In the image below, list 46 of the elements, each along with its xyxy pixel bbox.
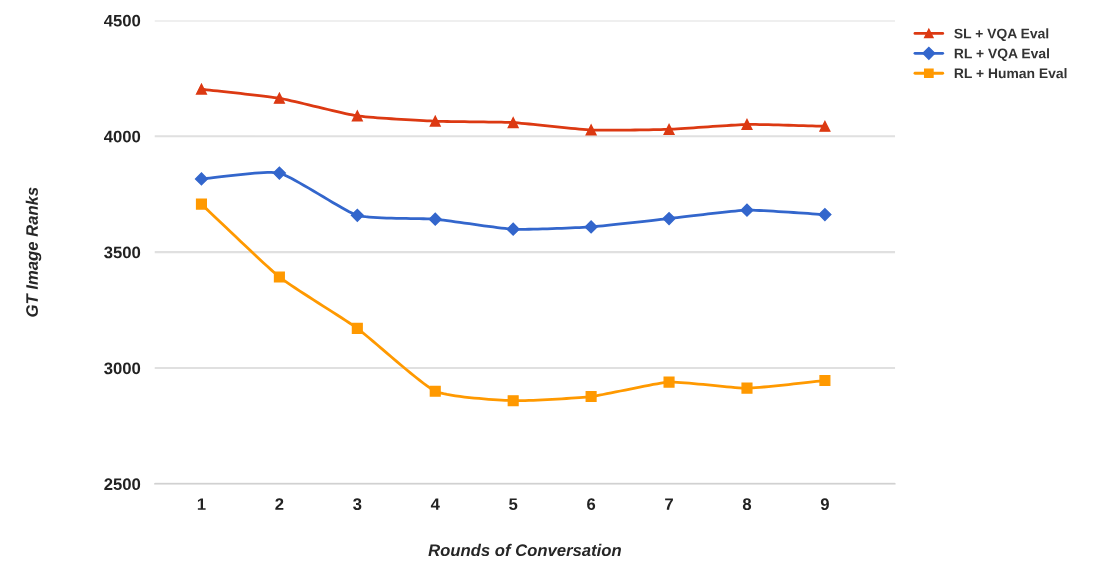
point bbox=[584, 220, 598, 234]
point bbox=[429, 115, 441, 127]
x-tick-label: 2 bbox=[275, 498, 284, 510]
x-tick-label: 3 bbox=[353, 498, 362, 511]
point bbox=[350, 208, 364, 222]
x-tick-label: 9 bbox=[820, 498, 829, 511]
point bbox=[741, 382, 753, 394]
point bbox=[507, 395, 519, 407]
y-tick-label: 4500 bbox=[103, 14, 141, 27]
point bbox=[428, 212, 442, 226]
point bbox=[194, 172, 209, 186]
point bbox=[819, 374, 831, 387]
point bbox=[818, 208, 832, 222]
y-tick-label: 3500 bbox=[104, 246, 141, 259]
point bbox=[195, 83, 208, 95]
point bbox=[272, 166, 286, 180]
legend-label: RL + Human Eval bbox=[954, 68, 1067, 79]
point bbox=[351, 110, 363, 122]
point bbox=[273, 271, 285, 283]
y-axis-title: GT Image Ranks bbox=[25, 187, 42, 317]
x-tick-label: 7 bbox=[665, 498, 673, 510]
point bbox=[273, 92, 285, 104]
point bbox=[740, 203, 754, 217]
x-tick-label: 5 bbox=[509, 498, 518, 511]
x-tick-label: 8 bbox=[742, 498, 752, 511]
x-tick-label: 6 bbox=[587, 498, 596, 511]
point bbox=[506, 222, 520, 236]
legend-label: RL + VQA Eval bbox=[954, 48, 1049, 61]
point bbox=[351, 322, 363, 334]
y-tick-label: 3000 bbox=[104, 362, 141, 375]
legend-label: SL + VQA Eval bbox=[954, 28, 1049, 42]
point bbox=[585, 390, 597, 403]
point bbox=[663, 376, 675, 388]
x-axis-title: Rounds of Conversation bbox=[428, 543, 621, 557]
point bbox=[585, 124, 597, 136]
point bbox=[741, 118, 753, 131]
x-tick-label: 4 bbox=[430, 498, 440, 510]
y-tick-label: 2500 bbox=[104, 478, 141, 491]
point bbox=[663, 123, 675, 135]
point bbox=[819, 120, 831, 132]
y-tick-label: 4000 bbox=[103, 130, 141, 143]
x-tick-label: 1 bbox=[197, 498, 206, 510]
point bbox=[429, 385, 441, 397]
point bbox=[507, 117, 519, 129]
point bbox=[662, 211, 676, 226]
point bbox=[195, 198, 208, 210]
